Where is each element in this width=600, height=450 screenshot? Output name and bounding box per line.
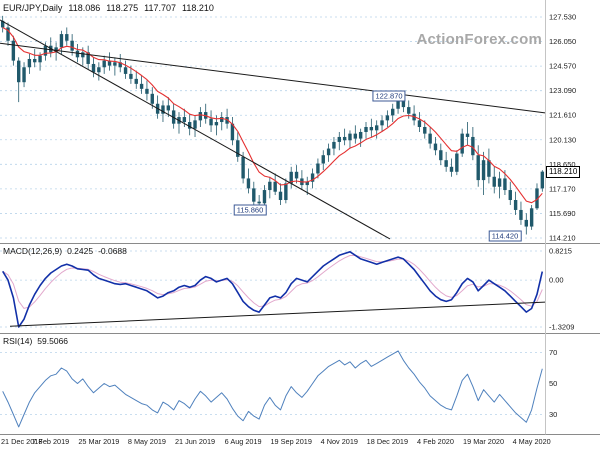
macd-axis-tick: 0.00 (549, 276, 564, 285)
price-annotation: 114.420 (488, 230, 522, 242)
date-axis-label: 25 Mar 2019 (78, 437, 119, 446)
price-trendline (0, 19, 391, 240)
high-value: 118.275 (106, 3, 139, 13)
price-axis-tick: 117.170 (549, 184, 576, 193)
macd-value-1: 0.2425 (67, 246, 94, 256)
price-axis-tick: 127.530 (549, 13, 576, 22)
current-price-badge: 118.210 (546, 166, 581, 178)
price-axis-tick: 121.610 (549, 111, 576, 120)
low-value: 117.707 (144, 3, 176, 13)
price-axis-tick: 118.650 (549, 160, 576, 169)
rsi-axis-tick: 50 (549, 379, 557, 388)
price-axis-tick: 126.050 (549, 37, 576, 46)
macd-trendline (9, 301, 546, 327)
macd-name: MACD(12,26,9) (3, 246, 63, 256)
rsi-line (2, 350, 543, 428)
price-axis-tick: 114.210 (549, 234, 576, 243)
price-axis-tick: 120.130 (549, 135, 576, 144)
date-axis-label: 19 Mar 2020 (463, 437, 504, 446)
candlestick-series (0, 15, 545, 235)
date-axis-label: 21 Dec 2018 (1, 437, 42, 446)
open-value: 118.086 (68, 3, 101, 13)
symbol-label: EUR/JPY,Daily (3, 3, 63, 13)
rsi-value: 59.5066 (37, 336, 69, 346)
macd-axis-tick: 0.8215 (549, 247, 572, 256)
macd-line (2, 251, 544, 328)
date-axis-label: 18 Dec 2019 (367, 437, 408, 446)
date-axis-label: 21 Jun 2019 (175, 437, 215, 446)
date-axis-label: 19 Sep 2019 (271, 437, 312, 446)
price-axis-tick: 124.570 (549, 62, 576, 71)
price-annotation: 115.860 (233, 204, 267, 216)
rsi-axis-tick: 30 (549, 410, 557, 419)
date-axis-label: 4 Feb 2020 (417, 437, 454, 446)
price-annotation: 122.870 (372, 90, 406, 102)
rsi-axis-tick: 70 (549, 348, 557, 357)
macd-signal-line (2, 254, 543, 309)
date-axis-label: 7 Feb 2019 (32, 437, 69, 446)
date-axis-label: 4 Nov 2019 (321, 437, 358, 446)
macd-indicator-label: MACD(12,26,9) 0.2425 -0.0688 (3, 246, 132, 256)
date-axis-label: 4 May 2020 (513, 437, 551, 446)
chart-title: EUR/JPY,Daily 118.086 118.275 117.707 118.21… (3, 3, 220, 13)
price-trendline (0, 42, 546, 114)
price-axis-tick: 115.690 (549, 209, 576, 218)
macd-axis-tick: -1.3209 (549, 323, 574, 332)
gridlines (0, 16, 545, 415)
date-axis-label: 6 Aug 2019 (225, 437, 262, 446)
rsi-indicator-label: RSI(14) 59.5066 (3, 336, 73, 346)
price-axis-tick: 123.090 (549, 86, 576, 95)
moving-average-line (2, 27, 543, 204)
actionforex-watermark: ActionForex.com (416, 31, 542, 48)
rsi-name: RSI(14) (3, 336, 33, 346)
macd-value-2: -0.0688 (98, 246, 127, 256)
date-axis-label: 8 May 2019 (128, 437, 166, 446)
close-value: 118.210 (181, 3, 214, 13)
